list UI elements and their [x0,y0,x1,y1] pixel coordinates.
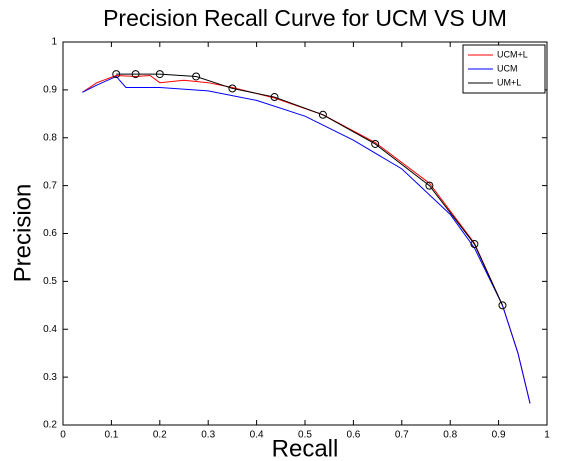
x-tick-label: 0.7 [395,430,409,441]
marker [498,301,507,310]
marker [425,181,434,190]
y-tick-label: 0.9 [43,85,57,96]
y-tick-label: 0.8 [43,132,57,143]
y-tick-label: 0.3 [43,372,57,383]
y-tick-label: 0.7 [43,180,57,191]
y-tick-label: 0.6 [43,228,57,239]
marker [192,72,201,81]
marker [371,139,380,148]
x-tick-label: 0.5 [298,430,312,441]
marker [131,70,140,79]
legend-label: UCM [497,63,518,73]
y-axis-label: Precision [9,184,36,283]
x-tick-label: 0.8 [443,430,457,441]
series-line [116,73,503,306]
y-tick-label: 0.5 [43,276,57,287]
x-tick-label: 0.6 [346,430,360,441]
marker [270,93,279,102]
plot-area [62,41,548,426]
series-line [82,75,531,404]
x-tick-label: 0 [60,430,66,441]
x-axis-label: Recall [272,435,339,461]
x-tick-label: 0.2 [153,430,167,441]
x-tick-label: 0.3 [201,430,215,441]
marker [155,70,164,79]
x-tick-label: 0.1 [104,430,118,441]
legend-label: UCM+L [497,49,528,59]
marker [470,240,479,249]
marker [228,84,237,93]
x-tick-label: 0.4 [250,430,264,441]
marker [112,70,121,79]
y-tick-label: 0.2 [43,420,57,431]
legend-label: UM+L [497,77,521,87]
y-tick-label: 1 [51,37,57,48]
x-tick-label: 0.9 [492,430,506,441]
y-tick-label: 0.4 [43,324,57,335]
chart-title: Precision Recall Curve for UCM VS UM [103,5,507,31]
x-tick-label: 1 [544,430,550,441]
marker [318,110,327,119]
